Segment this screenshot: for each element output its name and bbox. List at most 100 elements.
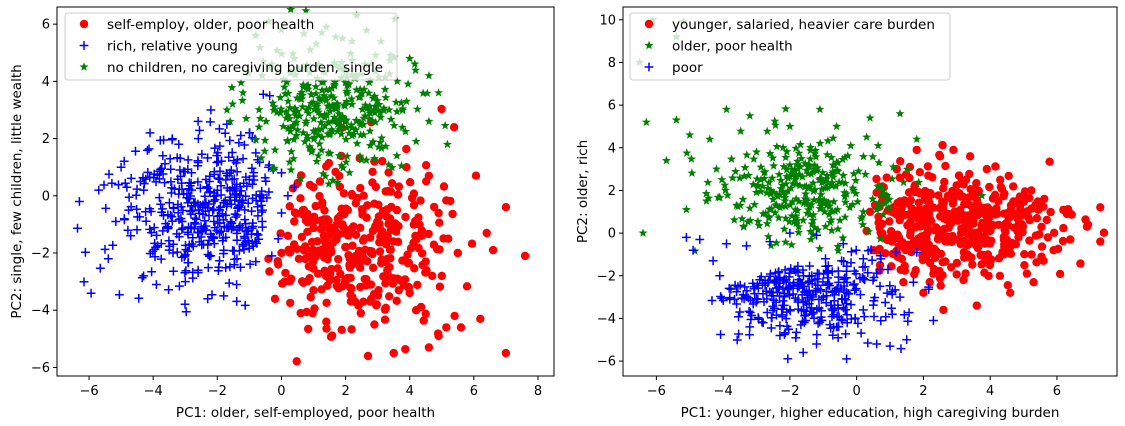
data-point [146,207,156,216]
data-point [805,154,815,163]
data-point [289,182,299,192]
data-point [366,246,375,256]
data-point [422,177,431,186]
data-point [816,201,826,211]
y-tick-label: −4 [597,312,616,327]
data-point [948,231,957,241]
data-point [379,272,388,281]
data-point [769,295,779,305]
data-point [352,85,361,94]
data-point [344,251,353,260]
data-point [727,154,736,163]
data-point [695,235,705,244]
data-point [215,228,224,238]
data-point [307,246,317,255]
data-point [264,187,274,197]
data-point [286,147,296,156]
data-point [131,190,141,200]
data-point [342,88,352,98]
data-point [995,271,1005,280]
data-point [220,196,230,206]
data-point [180,167,190,177]
data-point [298,128,308,137]
data-point [227,148,237,157]
data-point [356,183,365,193]
data-point [842,310,852,320]
data-point [722,104,731,114]
data-point [389,120,399,130]
data-point [874,158,884,167]
data-point [961,175,971,184]
data-point [763,232,773,241]
data-point [959,238,969,247]
data-point [233,203,242,213]
data-point [303,227,312,236]
data-point [302,82,312,91]
data-point [124,192,134,202]
data-point [116,162,126,172]
data-point [285,126,295,136]
data-point [974,235,983,244]
data-point [225,168,234,178]
data-point [402,96,411,106]
data-point [830,206,840,215]
data-point [209,217,219,226]
data-point [740,162,750,172]
data-point [818,277,828,287]
x-tick-label: 0 [853,384,861,399]
data-point [940,177,949,187]
data-point [290,103,300,113]
data-point [832,121,842,131]
data-point [169,204,179,213]
data-point [746,315,756,324]
data-point [813,319,823,328]
data-point [248,171,258,181]
data-point [804,286,814,295]
data-point [816,190,826,199]
data-point [914,188,923,197]
data-point [317,77,327,86]
data-point [416,196,425,205]
data-point [126,174,136,183]
data-point [795,180,805,190]
data-point [828,306,838,315]
data-point [450,311,459,321]
data-point [899,243,908,252]
data-point [381,303,391,312]
data-point [298,102,307,111]
data-point [168,248,178,258]
data-point [164,236,174,246]
data-point [222,119,232,129]
data-point [329,81,339,90]
data-point [357,155,367,164]
data-point [197,149,207,159]
data-point [880,298,890,307]
data-point [293,106,302,116]
data-point [803,277,813,287]
data-point [169,266,178,276]
data-point [228,183,237,192]
data-point [900,196,909,205]
data-point [253,202,262,212]
data-point [323,281,332,290]
data-point [411,136,421,146]
data-point [800,159,810,168]
data-point [232,229,242,238]
left-legend-label-self-employ: self-employ, older, poor health [107,17,314,33]
data-point [832,312,842,321]
data-point [288,184,298,193]
data-point [681,204,691,214]
data-point [251,148,261,158]
data-point [241,172,251,182]
data-point [236,131,246,140]
data-point [304,103,314,112]
data-point [392,296,401,305]
data-point [781,277,791,287]
data-point [828,330,838,340]
data-point [387,179,397,188]
data-point [433,245,442,254]
data-point [392,76,402,86]
data-point [306,215,315,225]
data-point [828,133,838,142]
data-point [895,108,905,118]
